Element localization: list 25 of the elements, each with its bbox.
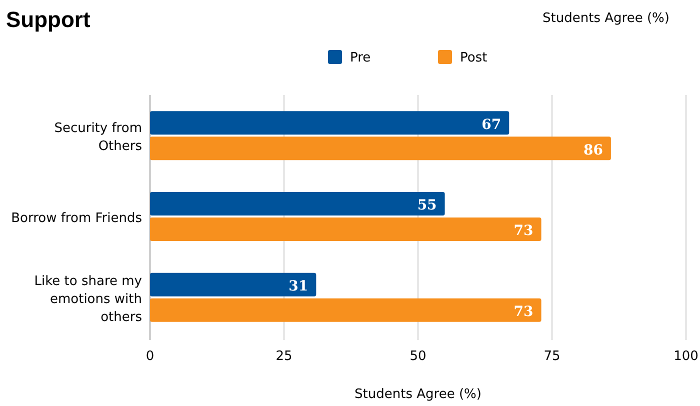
y-tick-label: Security from Others: [54, 121, 142, 154]
x-tick-label: 75: [544, 349, 560, 364]
bar: [150, 298, 542, 322]
bar: [150, 136, 611, 160]
legend-label: Post: [460, 50, 488, 66]
data-label: 31: [288, 278, 308, 295]
y-tick-label: Borrow from Friends: [11, 211, 142, 226]
data-label: 73: [514, 223, 534, 240]
bar: [150, 218, 542, 241]
data-label: 73: [514, 304, 534, 320]
bar: [150, 111, 510, 135]
x-tick-label: 100: [674, 349, 698, 364]
legend-label: Pre: [350, 50, 371, 66]
y-tick-label: Like to share my emotions with others: [34, 274, 142, 325]
bar: [150, 272, 316, 296]
chart-subtitle: Students Agree (%): [542, 11, 670, 26]
data-label: 67: [482, 116, 502, 133]
x-tick-label: 25: [276, 349, 292, 364]
bar: [150, 192, 445, 216]
x-tick-label: 0: [146, 349, 154, 364]
x-axis-title: Students Agree (%): [354, 387, 482, 402]
data-label: 55: [417, 198, 437, 214]
chart-title: Support: [6, 7, 91, 32]
x-tick-label: 50: [410, 349, 426, 364]
data-label: 86: [583, 142, 603, 158]
